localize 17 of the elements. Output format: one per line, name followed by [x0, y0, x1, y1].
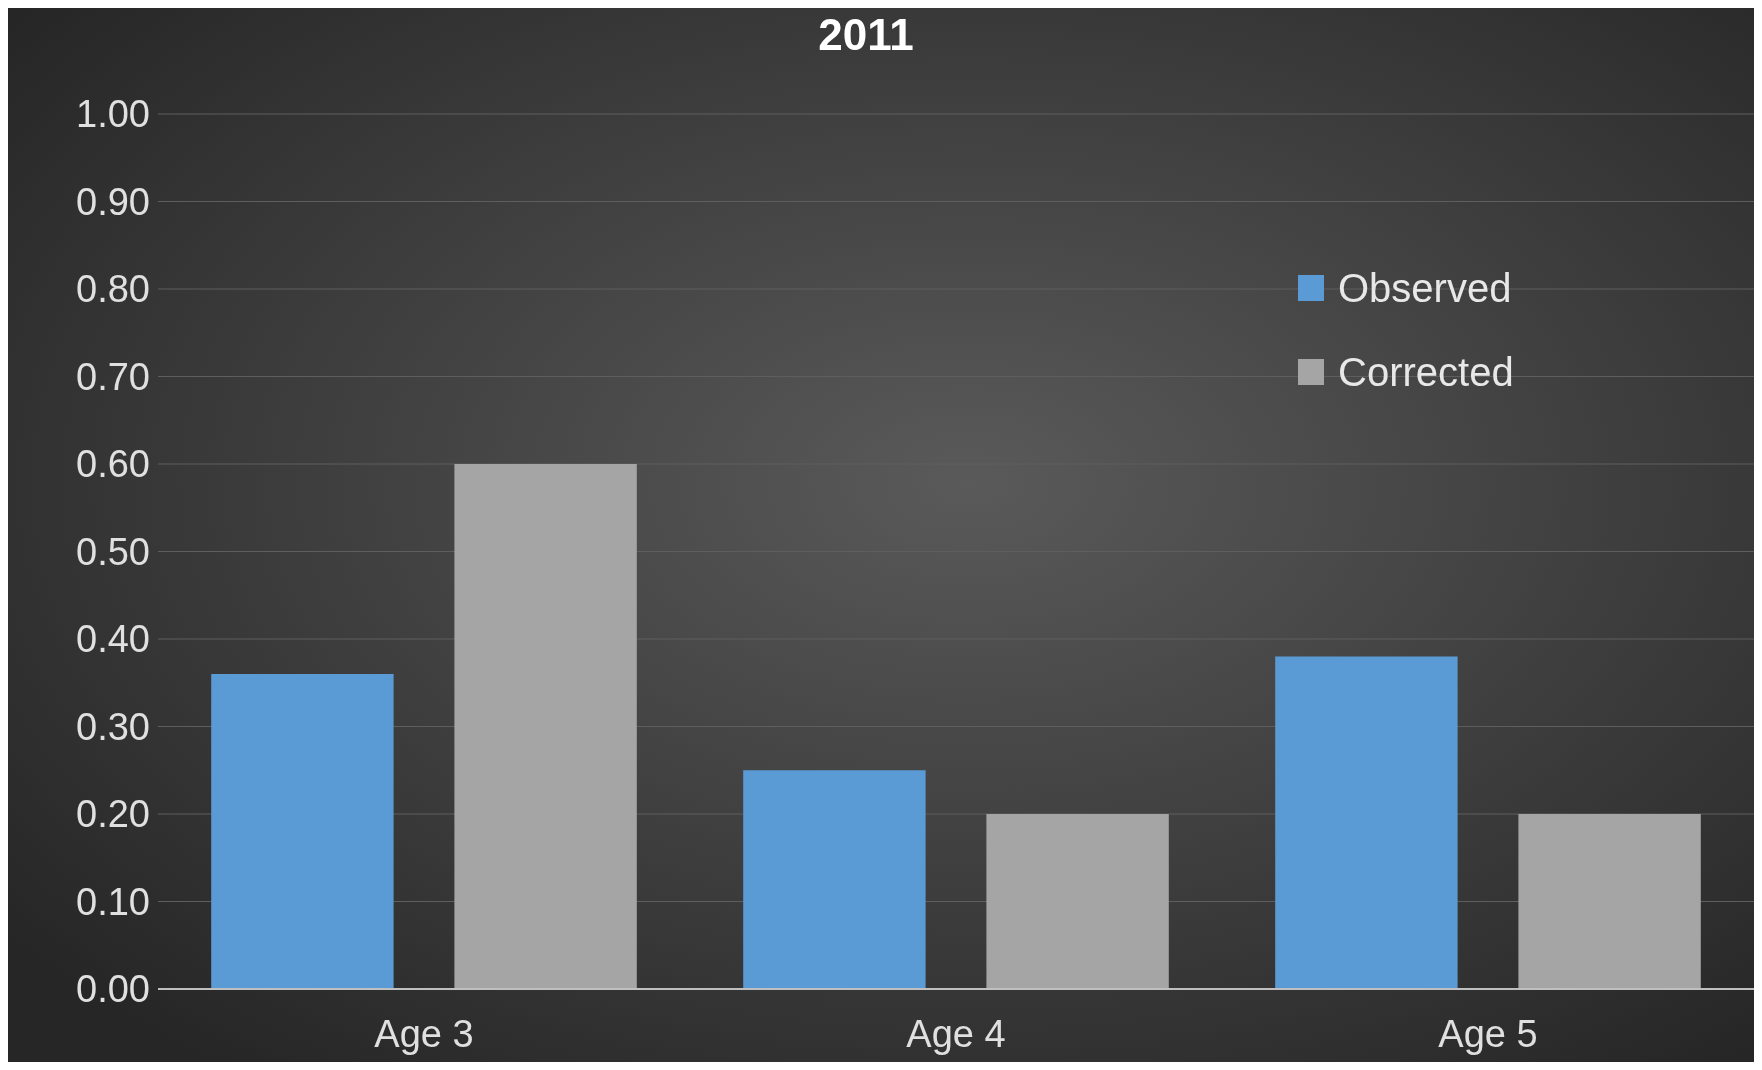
x-tick-label: Age 5: [1438, 1013, 1538, 1055]
y-tick-label: 0.00: [76, 968, 150, 1011]
y-tick-label: 0.80: [76, 268, 150, 311]
y-tick-label: 0.90: [76, 180, 150, 223]
y-tick-label: 0.40: [76, 618, 150, 661]
x-tick-label: Age 3: [374, 1013, 474, 1055]
y-tick-label: 0.60: [76, 443, 150, 486]
chart-title: 2011: [818, 10, 914, 59]
legend-label: Observed: [1338, 266, 1512, 310]
y-tick-label: 0.20: [76, 793, 150, 836]
y-tick-label: 0.50: [76, 530, 150, 573]
y-tick-label: 1.00: [76, 93, 150, 136]
x-tick-label: Age 4: [906, 1013, 1006, 1055]
y-tick-label: 0.10: [76, 880, 150, 923]
legend-label: Corrected: [1338, 350, 1514, 394]
y-tick-label: 0.70: [76, 355, 150, 398]
y-tick-label: 0.30: [76, 705, 150, 748]
